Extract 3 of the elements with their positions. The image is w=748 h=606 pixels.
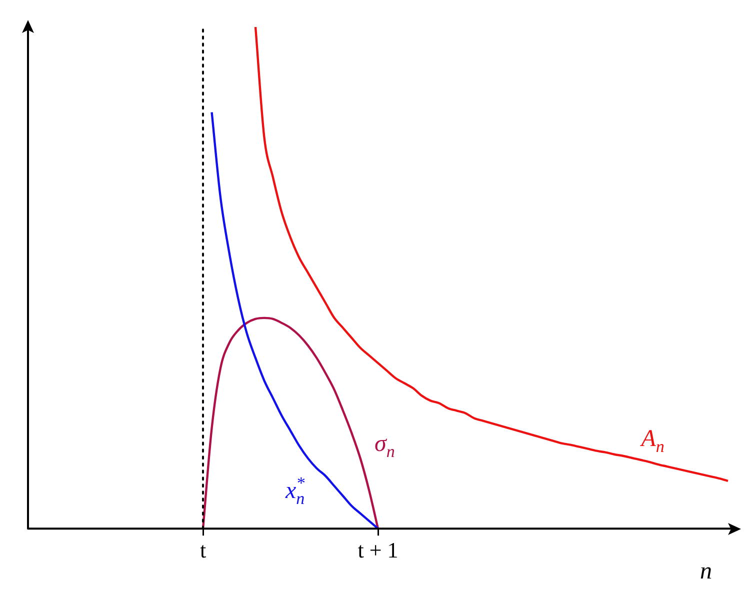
- x-tick-label: t + 1: [358, 538, 398, 563]
- x-axis-title: n: [700, 558, 712, 585]
- x-tick-label: t: [200, 538, 206, 563]
